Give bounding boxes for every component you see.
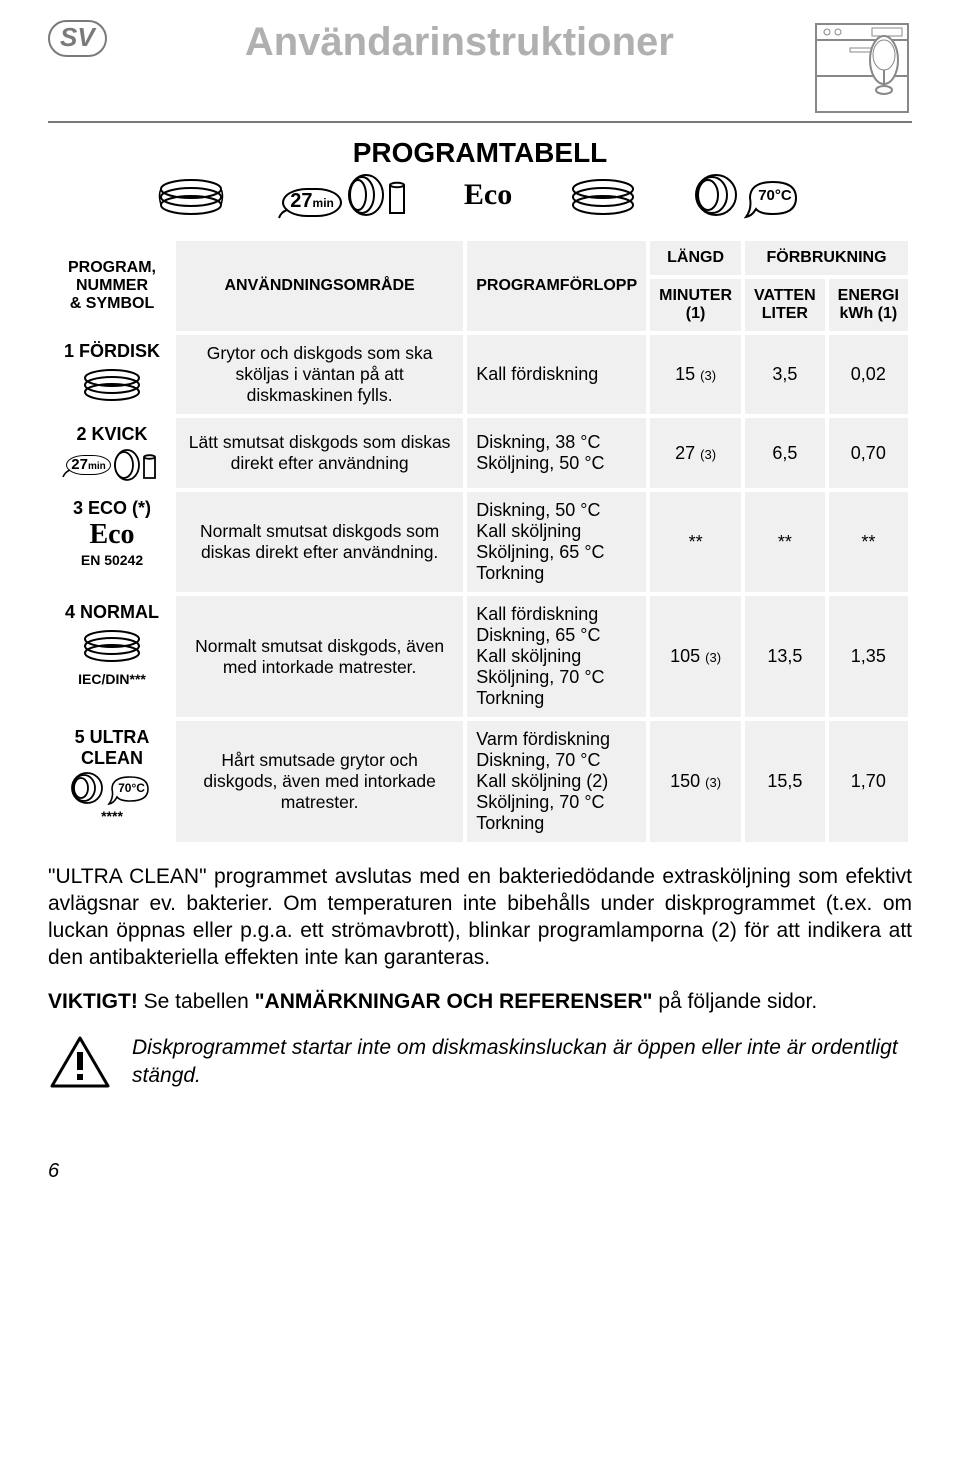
header-use: ANVÄNDNINGSOMRÅDE xyxy=(176,241,463,331)
header-program: PROGRAM, NUMMER & SYMBOL xyxy=(61,259,163,313)
prog1-use: Grytor och diskgods som ska sköljas i vä… xyxy=(176,335,463,414)
subtitle: PROGRAMTABELL xyxy=(48,137,912,169)
table-row: 3 ECO (*) Eco EN 50242 Normalt smutsat d… xyxy=(52,492,908,592)
header-consumption: FÖRBRUKNING xyxy=(745,241,908,275)
temp70-bubble: 70°C xyxy=(742,177,804,214)
prog4-energy: 1,35 xyxy=(829,596,908,717)
dishes-icon xyxy=(70,771,104,805)
prog1-water: 3,5 xyxy=(745,335,825,414)
prog3-water: ** xyxy=(745,492,825,592)
prog5-minutes: 150 (3) xyxy=(650,721,741,842)
prog2-water: 6,5 xyxy=(745,418,825,488)
min27-bubble: 27min xyxy=(282,188,342,217)
dishwasher-icon xyxy=(812,20,912,115)
prog3-energy: ** xyxy=(829,492,908,592)
prog3-minutes: ** xyxy=(650,492,741,592)
prog4-course: Kall fördiskning Diskning, 65 °C Kall sk… xyxy=(467,596,646,717)
prog2-energy: 0,70 xyxy=(829,418,908,488)
plates-icon xyxy=(80,366,144,402)
eco-text: Eco xyxy=(54,521,170,549)
dishes-icon-3 xyxy=(694,173,738,217)
prog2-use: Lätt smutsat diskgods som diskas direkt … xyxy=(176,418,463,488)
prog4-minutes: 105 (3) xyxy=(650,596,741,717)
en-label: EN 50242 xyxy=(54,552,170,568)
plates-icon-2 xyxy=(568,173,638,217)
prog5-course: Varm fördiskning Diskning, 70 °C Kall sk… xyxy=(467,721,646,842)
prog5-stars: **** xyxy=(54,808,170,824)
table-row: 2 KVICK 27min Lätt smutsat diskgods som … xyxy=(52,418,908,488)
prog1-energy: 0,02 xyxy=(829,335,908,414)
prog5-use: Hårt smutsade grytor och diskgods, även … xyxy=(176,721,463,842)
iec-label: IEC/DIN*** xyxy=(54,671,170,687)
prog1-label: 1 FÖRDISK xyxy=(54,341,170,362)
table-row: 5 ULTRA CLEAN 70°C **** Hårt smutsade gr… xyxy=(52,721,908,842)
prog3-use: Normalt smutsat diskgods som diskas dire… xyxy=(176,492,463,592)
min27-bubble: 27min xyxy=(66,455,110,475)
header-water: VATTENLITER xyxy=(745,279,825,331)
temp70-bubble: 70°C xyxy=(106,773,154,803)
important-line: VIKTIGT! Se tabellen "ANMÄRKNINGAR OCH R… xyxy=(48,990,912,1014)
prog5-energy: 1,70 xyxy=(829,721,908,842)
prog4-label: 4 NORMAL xyxy=(54,602,170,623)
prog4-use: Normalt smutsat diskgods, även med intor… xyxy=(176,596,463,717)
page-number: 6 xyxy=(48,1160,912,1183)
prog5-label2: CLEAN xyxy=(54,748,170,769)
eco-label: Eco xyxy=(464,178,512,212)
prog5-label: 5 ULTRA xyxy=(54,727,170,748)
header-energy: ENERGIkWh (1) xyxy=(829,279,908,331)
program-table: PROGRAM, NUMMER & SYMBOL ANVÄNDNINGSOMRÅ… xyxy=(48,237,912,846)
table-row: 4 NORMAL IEC/DIN*** Normalt smutsat disk… xyxy=(52,596,908,717)
note-text: Diskprogrammet startar inte om diskmaski… xyxy=(132,1034,912,1091)
prog3-course: Diskning, 50 °C Kall sköljning Sköljning… xyxy=(467,492,646,592)
page-title: Användarinstruktioner xyxy=(123,20,796,65)
header-minutes: MINUTER(1) xyxy=(650,279,741,331)
prog2-course: Diskning, 38 °C Sköljning, 50 °C xyxy=(467,418,646,488)
language-badge: SV xyxy=(48,20,107,57)
plates-icon xyxy=(80,627,144,663)
plates-icon xyxy=(156,173,226,217)
prog3-label: 3 ECO (*) xyxy=(54,498,170,519)
header-course: PROGRAMFÖRLOPP xyxy=(467,241,646,331)
body-paragraph: "ULTRA CLEAN" programmet avslutas med en… xyxy=(48,864,912,972)
table-row: 1 FÖRDISK Grytor och diskgods som ska sk… xyxy=(52,335,908,414)
header-length: LÄNGD xyxy=(650,241,741,275)
dishes-glass-icon xyxy=(348,173,408,217)
prog1-course: Kall fördiskning xyxy=(467,335,646,414)
icon-row: 27min Eco 70°C xyxy=(48,173,912,217)
prog2-minutes: 27 (3) xyxy=(650,418,741,488)
prog5-water: 15,5 xyxy=(745,721,825,842)
dishes-glass-icon xyxy=(114,448,158,482)
prog1-minutes: 15 (3) xyxy=(650,335,741,414)
prog4-water: 13,5 xyxy=(745,596,825,717)
prog2-label: 2 KVICK xyxy=(54,424,170,445)
warning-icon xyxy=(48,1034,112,1090)
